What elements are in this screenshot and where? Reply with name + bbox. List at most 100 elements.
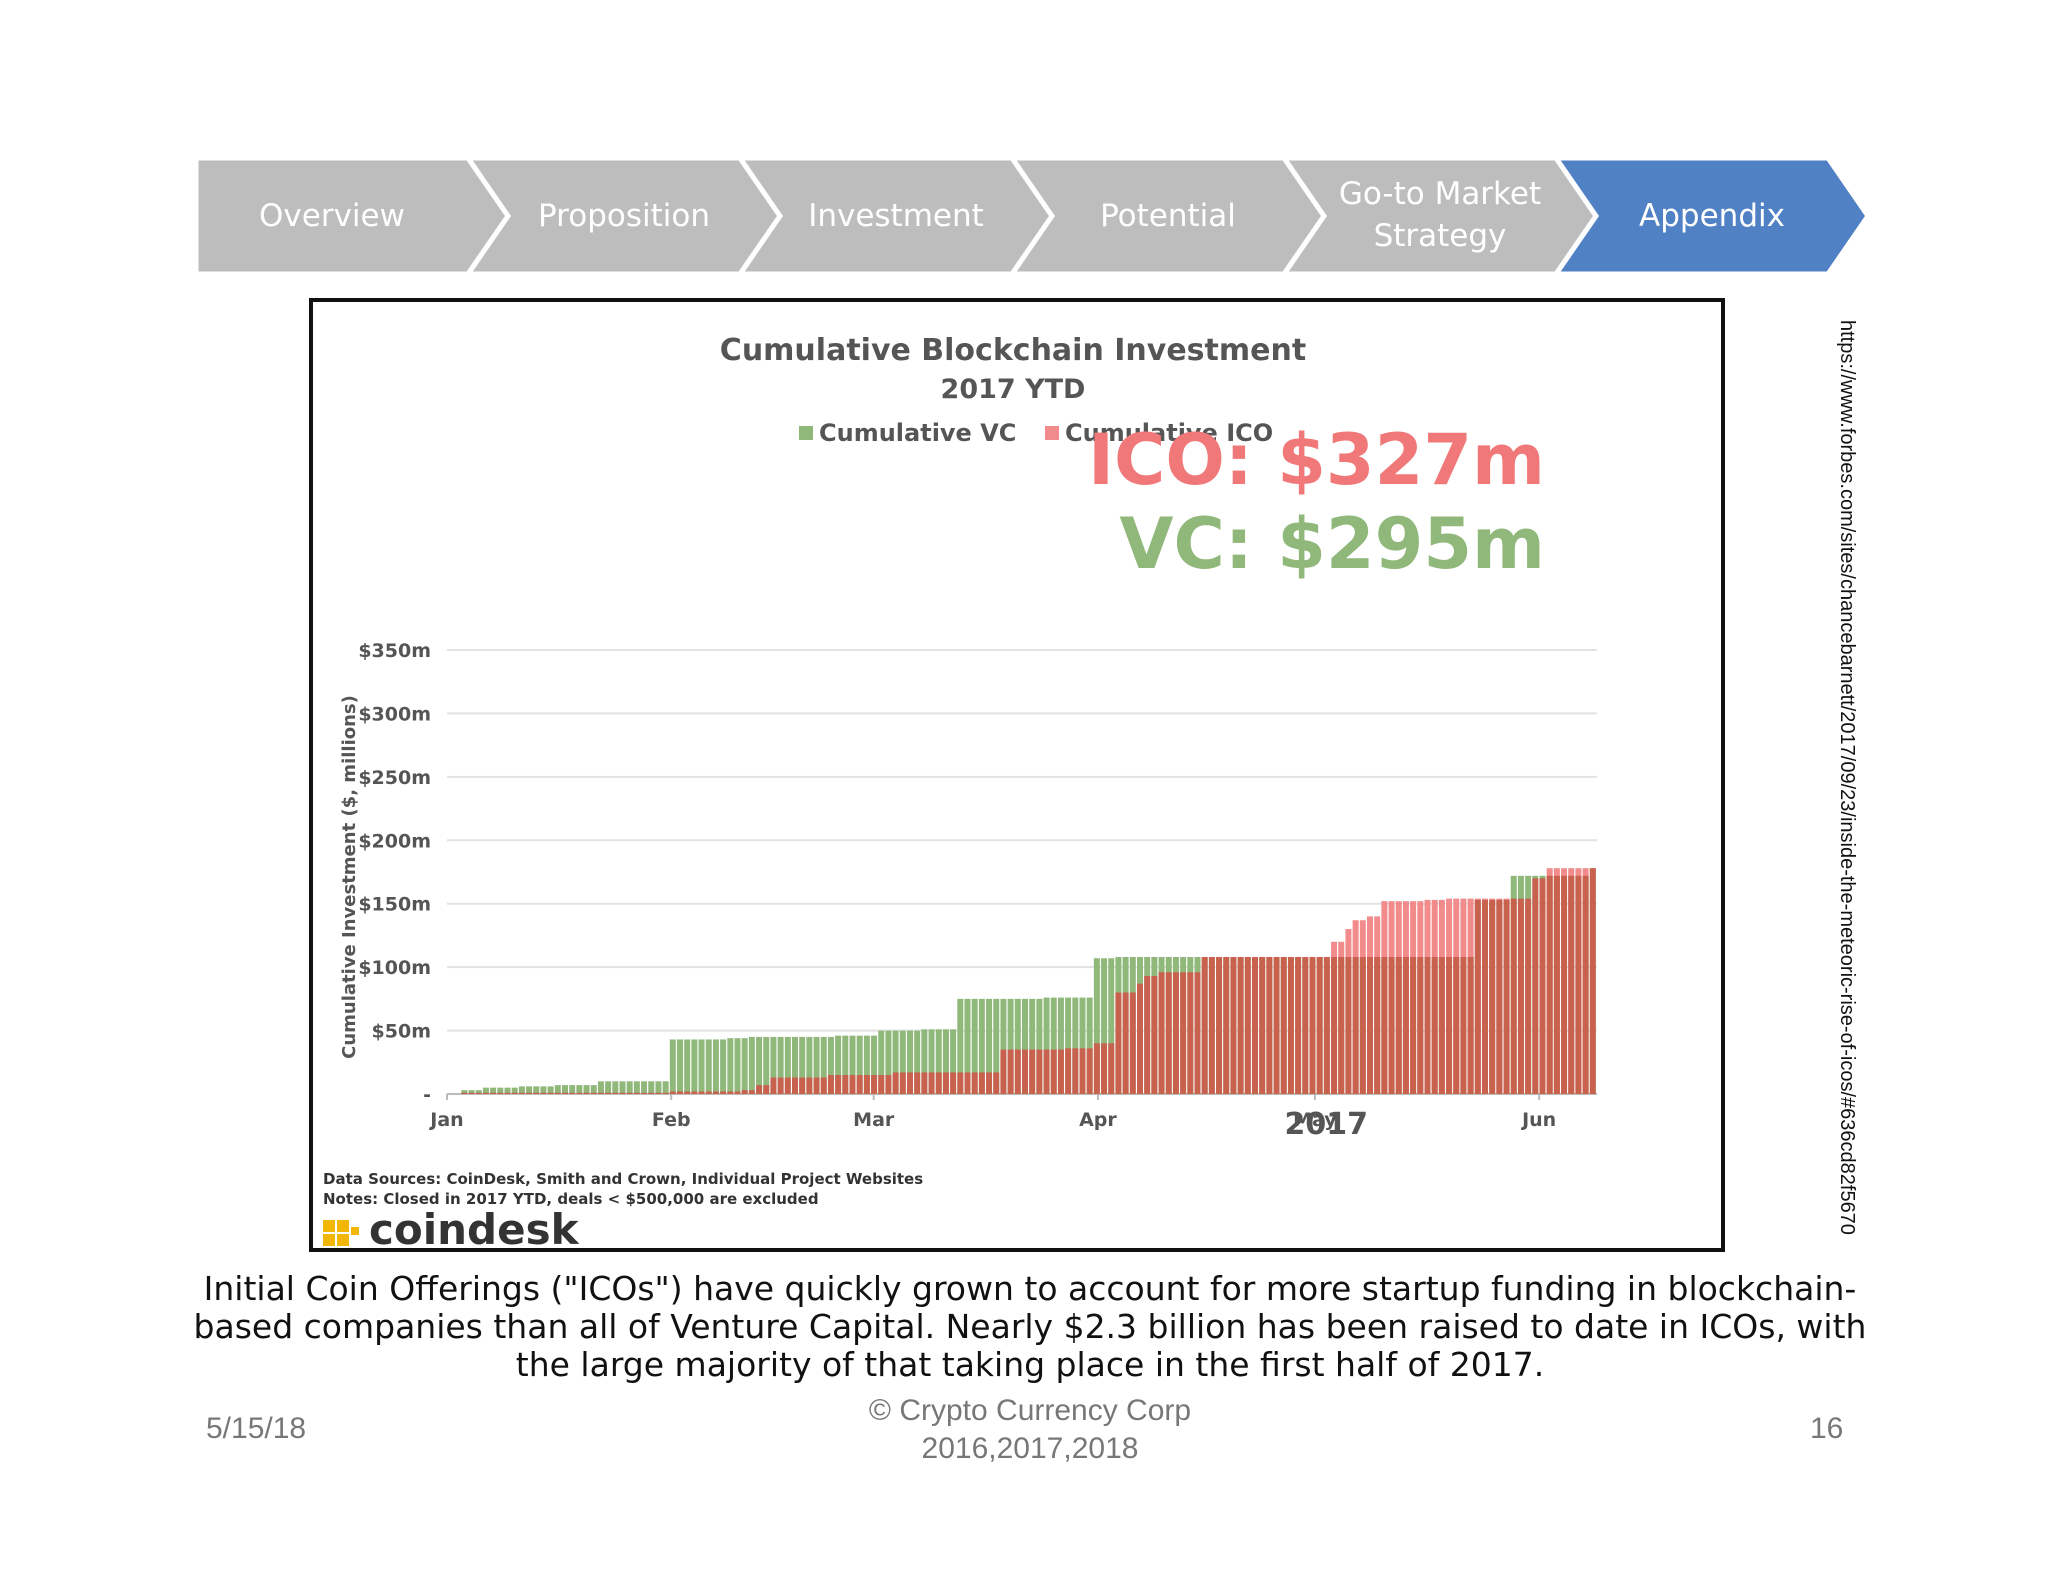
ico-overlap-bar: [1367, 956, 1373, 1094]
ico-overlap-bar: [1546, 875, 1553, 1094]
vc-bar: [533, 1086, 540, 1094]
vc-bar: [957, 998, 964, 1094]
chart-frame: Cumulative Blockchain Investment 2017 YT…: [309, 298, 1725, 1252]
ico-overlap-bar: [612, 1092, 619, 1094]
vc-bar: [619, 1081, 626, 1094]
x-tick-label: May: [1293, 1109, 1337, 1131]
nav-step-label: Appendix: [1639, 198, 1785, 234]
ico-overlap-bar: [820, 1077, 827, 1094]
ico-overlap-bar: [1187, 972, 1194, 1094]
slide-caption: Initial Coin Offerings ("ICOs") have qui…: [193, 1269, 1867, 1384]
coindesk-logo-text: coindesk: [369, 1205, 580, 1248]
data-sources-note: Data Sources: CoinDesk, Smith and Crown,…: [323, 1170, 923, 1188]
ico-overlap-bar: [748, 1090, 755, 1094]
vc-bar: [684, 1039, 691, 1094]
vc-bar: [827, 1036, 834, 1094]
vc-bar: [1022, 998, 1028, 1094]
ico-overlap-bar: [1108, 1043, 1115, 1094]
ico-overlap-bar: [562, 1092, 568, 1094]
ico-overlap-bar: [727, 1091, 734, 1094]
ico-overlap-bar: [1093, 1043, 1100, 1094]
ico-overlap-bar: [935, 1072, 942, 1094]
ico-overlap-bar: [1525, 898, 1532, 1094]
ico-overlap-bar: [1252, 956, 1258, 1094]
vc-bar: [892, 1030, 899, 1094]
vc-bar: [511, 1087, 518, 1094]
ico-overlap-bar: [1000, 1049, 1007, 1094]
ico-overlap-bar: [1280, 956, 1287, 1094]
ico-overlap-bar: [907, 1072, 913, 1094]
footer-copyright: © Crypto Currency Corp 2016,2017,2018: [780, 1392, 1280, 1468]
nav-step-proposition[interactable]: Proposition: [464, 158, 784, 274]
ico-overlap-bar: [892, 1072, 899, 1094]
ico-overlap-bar: [720, 1091, 727, 1094]
ico-overlap-bar: [1216, 956, 1223, 1094]
ico-overlap-bar: [1568, 875, 1575, 1094]
ico-overlap-bar: [993, 1072, 1000, 1094]
nav-step-potential[interactable]: Potential: [1008, 158, 1328, 274]
ico-overlap-bar: [1395, 956, 1402, 1094]
ico-overlap-bar: [705, 1091, 712, 1094]
vc-bar: [1029, 998, 1036, 1094]
nav-step-label: Proposition: [538, 198, 710, 234]
ico-overlap-bar: [475, 1092, 482, 1094]
vc-bar: [1000, 998, 1007, 1094]
legend-label-ico: Cumulative ICO: [1065, 419, 1273, 447]
vc-bar: [526, 1086, 533, 1094]
nav-step-label: Strategy: [1374, 218, 1507, 254]
y-tick-label: $150m: [358, 894, 431, 916]
ico-overlap-bar: [1503, 899, 1510, 1094]
coindesk-logo: coindesk: [323, 1205, 580, 1248]
ico-overlap-bar: [497, 1092, 504, 1094]
vc-bar: [727, 1038, 734, 1094]
vc-bar: [1086, 997, 1093, 1094]
nav-step-investment[interactable]: Investment: [736, 158, 1056, 274]
ico-overlap-bar: [1496, 899, 1503, 1094]
ico-overlap-bar: [633, 1092, 640, 1094]
ico-overlap-bar: [885, 1074, 892, 1094]
vc-bar: [648, 1081, 655, 1094]
vc-bar: [1007, 998, 1014, 1094]
ico-overlap-bar: [1402, 956, 1409, 1094]
vc-bar: [490, 1087, 497, 1094]
ico-overlap-bar: [1194, 972, 1201, 1094]
nav-step-overview[interactable]: Overview: [196, 158, 512, 274]
ico-overlap-bar: [583, 1092, 590, 1094]
nav-step-label: Potential: [1100, 198, 1236, 234]
ico-overlap-bar: [756, 1085, 763, 1094]
x-tick-label: Jan: [428, 1109, 463, 1131]
ico-overlap-bar: [1201, 956, 1208, 1094]
vc-bar: [705, 1039, 712, 1094]
vc-bar: [813, 1036, 820, 1094]
ico-overlap-bar: [641, 1092, 648, 1094]
vc-bar: [468, 1090, 475, 1094]
nav-step-go-to-market-strategy[interactable]: Go-to Market Strategy: [1280, 158, 1600, 274]
vc-bar: [504, 1087, 511, 1094]
ico-overlap-bar: [957, 1072, 964, 1094]
ico-overlap-bar: [770, 1077, 777, 1094]
ico-overlap-bar: [655, 1092, 662, 1094]
ico-overlap-bar: [835, 1074, 842, 1094]
ico-overlap-bar: [1474, 899, 1481, 1094]
vc-bar: [641, 1081, 648, 1094]
vc-bar: [497, 1087, 504, 1094]
ico-overlap-bar: [712, 1091, 719, 1094]
vc-bar: [928, 1029, 935, 1094]
ico-overlap-bar: [1460, 956, 1467, 1094]
ico-overlap-bar: [1237, 956, 1244, 1094]
ico-overlap-bar: [554, 1092, 561, 1094]
ico-overlap-bar: [540, 1092, 547, 1094]
ico-overlap-bar: [1043, 1049, 1050, 1094]
ico-overlap-bar: [1553, 875, 1560, 1094]
vc-bar: [863, 1035, 870, 1094]
ico-overlap-bar: [1079, 1048, 1086, 1094]
vc-bar: [1014, 998, 1021, 1094]
ico-overlap-bar: [1007, 1049, 1014, 1094]
nav-step-appendix[interactable]: Appendix: [1552, 158, 1872, 274]
ico-overlap-bar: [928, 1072, 935, 1094]
vc-bar: [1072, 997, 1079, 1094]
ico-overlap-bar: [1029, 1049, 1036, 1094]
vc-bar: [1101, 958, 1108, 1094]
ico-overlap-bar: [1417, 956, 1424, 1094]
ico-overlap-bar: [1151, 976, 1158, 1094]
